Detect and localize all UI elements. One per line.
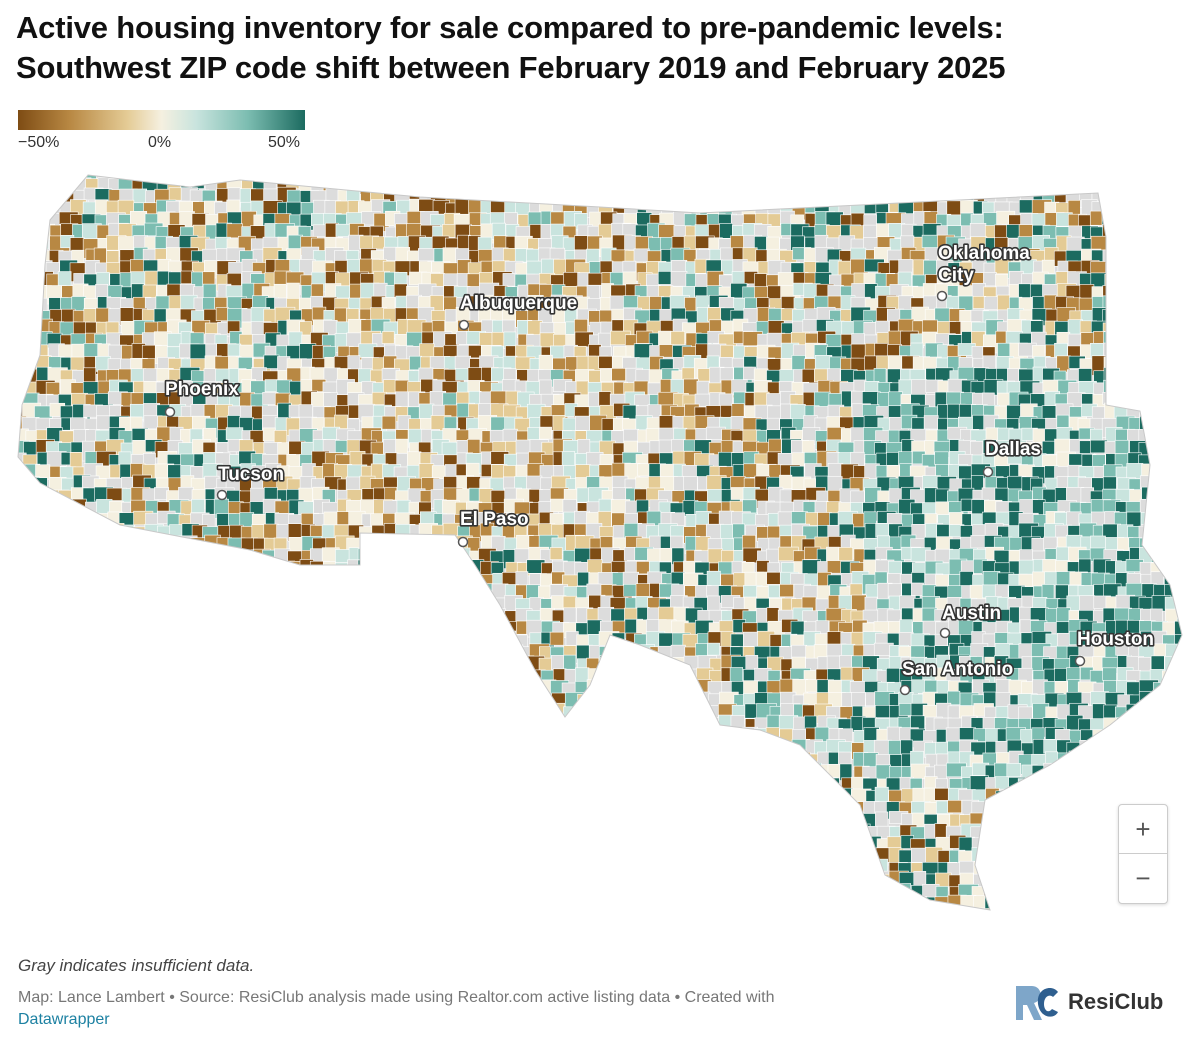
city-austin[interactable]: Austin	[939, 601, 1003, 639]
map-svg[interactable]: Phoenix Tucson Albuquerque El Paso Oklah…	[0, 165, 1199, 925]
city-label-albuquerque: Albuquerque	[460, 293, 577, 314]
city-label-oklahoma: Oklahoma	[938, 243, 1030, 264]
region-outline	[17, 174, 1183, 911]
city-dot-icon	[982, 466, 994, 478]
credit-text: Map: Lance Lambert • Source: ResiClub an…	[18, 989, 775, 1006]
city-albuquerque[interactable]: Albuquerque	[458, 291, 579, 331]
city-label-houston: Houston	[1077, 629, 1154, 650]
city-label-el-paso: El Paso	[460, 509, 529, 530]
city-label-city: City	[938, 265, 974, 286]
datawrapper-link[interactable]: Datawrapper	[18, 1011, 110, 1028]
city-dot-icon	[216, 489, 228, 501]
legend-max-label: 50%	[268, 134, 301, 151]
legend-gradient-bar	[18, 110, 305, 130]
resiclub-logo-icon	[1016, 986, 1058, 1020]
city-houston[interactable]: Houston	[1074, 627, 1156, 667]
legend-mid-label: 0%	[148, 134, 172, 151]
zoom-in-button[interactable]: +	[1135, 813, 1151, 844]
city-markers: Phoenix Tucson Albuquerque El Paso Oklah…	[163, 241, 1156, 696]
zoom-controls: + −	[1118, 804, 1168, 904]
city-dot-icon	[457, 536, 469, 548]
city-dot-icon	[458, 319, 470, 331]
city-phoenix[interactable]: Phoenix	[163, 377, 241, 418]
city-label-austin: Austin	[942, 603, 1001, 624]
resiclub-brand[interactable]: ResiClub	[1012, 980, 1163, 1024]
color-legend: −50% 0% 50%	[18, 110, 308, 152]
brand-name: ResiClub	[1068, 989, 1164, 1014]
city-oklahoma-city[interactable]: Oklahoma City	[936, 241, 1032, 302]
city-dot-icon	[899, 684, 911, 696]
city-dot-icon	[164, 406, 176, 418]
city-dot-icon	[939, 627, 951, 639]
insufficient-data-note: Gray indicates insufficient data.	[18, 956, 255, 975]
city-dot-icon	[936, 290, 948, 302]
zip-code-areas	[18, 175, 1182, 910]
city-el-paso[interactable]: El Paso	[457, 507, 530, 548]
title-line-1: Active housing inventory for sale compar…	[16, 10, 1004, 45]
city-dot-icon	[1074, 655, 1086, 667]
legend-min-label: −50%	[18, 134, 60, 151]
city-label-dallas: Dallas	[985, 439, 1041, 460]
city-label-phoenix: Phoenix	[165, 379, 239, 400]
city-dallas[interactable]: Dallas	[982, 437, 1043, 478]
chart-title: Active housing inventory for sale compar…	[16, 8, 1186, 88]
city-label-tucson: Tucson	[218, 464, 284, 485]
zoom-out-button[interactable]: −	[1119, 853, 1167, 902]
legend-labels: −50% 0% 50%	[18, 130, 308, 152]
title-line-2: Southwest ZIP code shift between Februar…	[16, 50, 1006, 85]
city-label-san-antonio: San Antonio	[902, 659, 1013, 680]
city-san-antonio[interactable]: San Antonio	[899, 657, 1015, 696]
city-tucson[interactable]: Tucson	[216, 462, 286, 501]
footer-credit: Map: Lance Lambert • Source: ResiClub an…	[18, 987, 918, 1031]
choropleth-map[interactable]: Phoenix Tucson Albuquerque El Paso Oklah…	[0, 165, 1199, 925]
